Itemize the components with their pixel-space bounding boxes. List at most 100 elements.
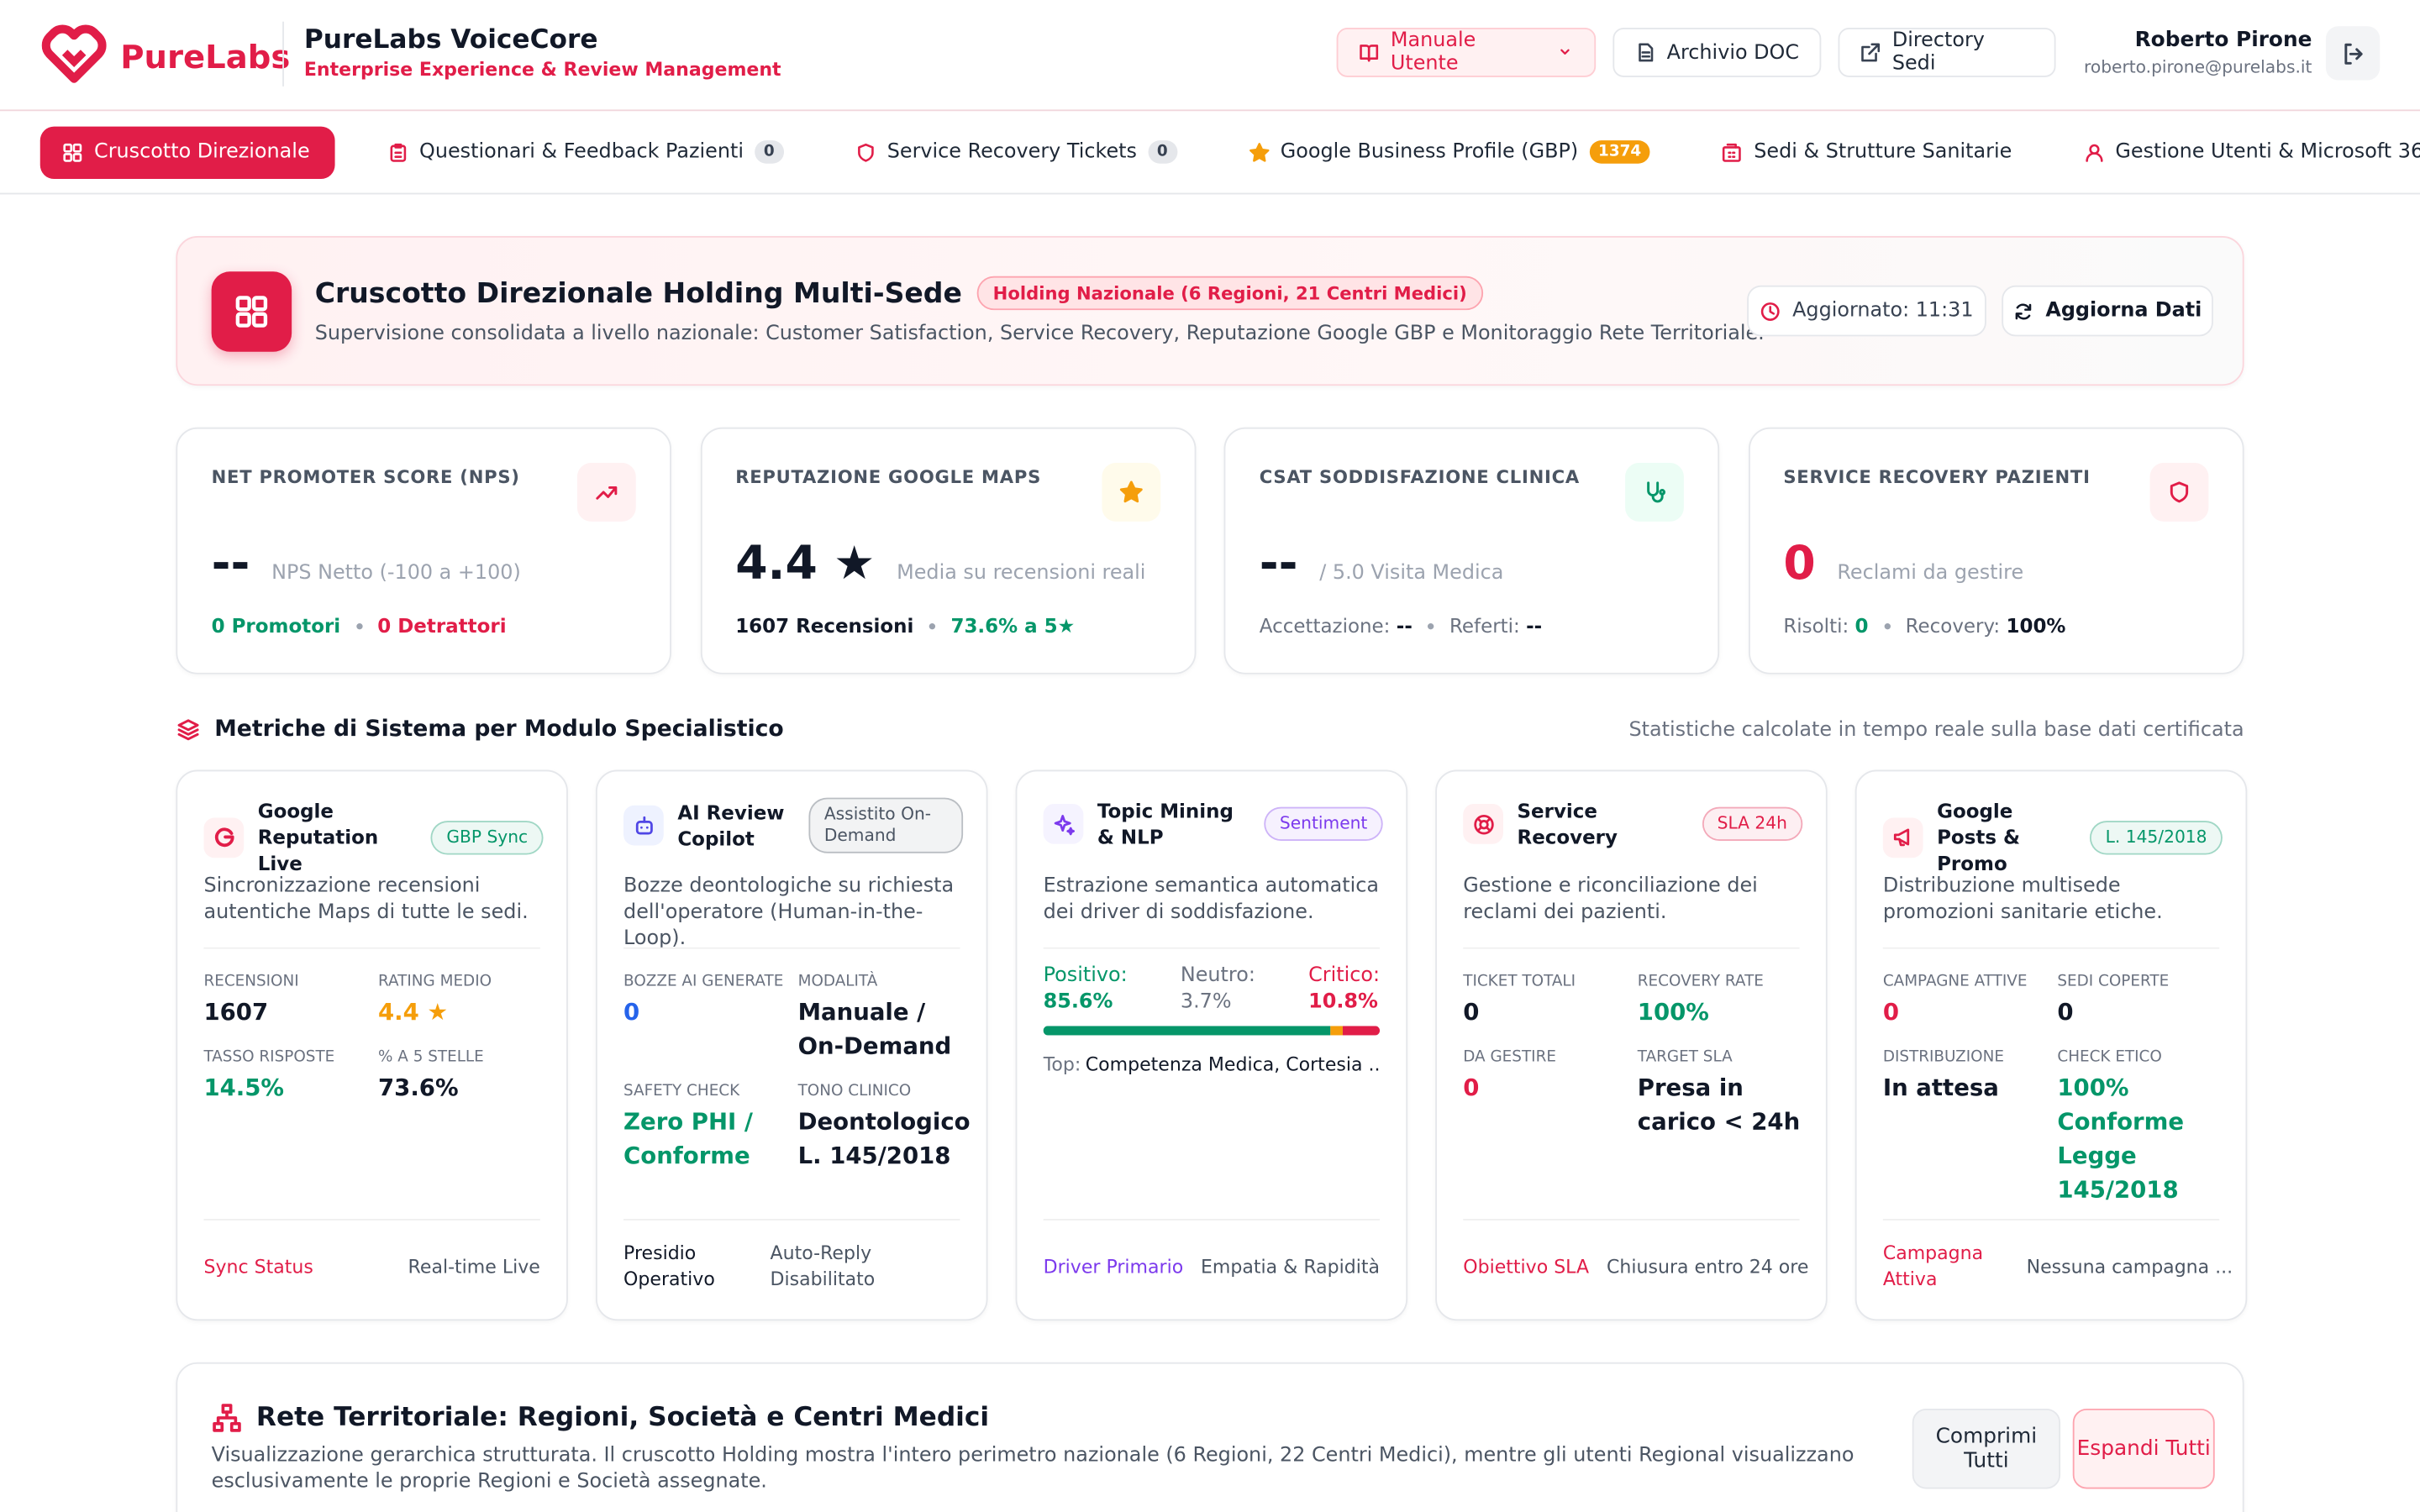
tab-badge: 0	[754, 140, 784, 164]
kpi-value-row: 4.4 ★ Media su recensioni reali	[735, 537, 1145, 591]
module-divider	[1463, 947, 1800, 949]
user-email: roberto.pirone@purelabs.it	[2083, 56, 2312, 77]
collapse-button[interactable]: Comprimi Tutti	[1912, 1408, 2061, 1489]
banner-icon	[211, 271, 292, 352]
footer-divider	[623, 1219, 960, 1221]
tab-icon	[61, 141, 83, 163]
tab-icon	[855, 141, 876, 163]
tab-icon	[1722, 141, 1744, 163]
header-button[interactable]: Archivio DOC	[1612, 28, 1822, 77]
module-glyph	[632, 814, 655, 837]
kpi-value-row: -- / 5.0 Visita Medica	[1260, 537, 1504, 591]
kpi-footer-item: 73.6% a 5★	[950, 614, 1075, 638]
banner-title: Cruscotto Direzionale Holding Multi-Sede	[314, 276, 962, 310]
module-title: Google Reputation Live	[257, 799, 379, 875]
sentiment-value: 3.7%	[1180, 990, 1232, 1014]
kpi-footer-value: 0 Promotori	[211, 614, 341, 638]
metrics-grid: RECENSIONI 1607 RATING MEDIO 4.4 ★ TASSO RIS…	[203, 969, 543, 1105]
kpi-footer-value: 100%	[2006, 614, 2066, 638]
kpi-label: REPUTAZIONE GOOGLE MAPS	[735, 465, 1042, 488]
header-button[interactable]: Directory Sedi	[1838, 28, 2056, 77]
footer-value: Real-time Live	[408, 1255, 540, 1277]
module-card: Topic Mining & NLP Sentiment Estrazione se…	[1015, 769, 1408, 1321]
metric-label: SEDI COPERTE	[2057, 973, 2170, 991]
section-icon	[176, 717, 200, 742]
nav-tab[interactable]: Questionari & Feedback Pazienti 0	[368, 126, 802, 178]
metric-value: 0	[2057, 998, 2074, 1026]
footer-divider	[1882, 1219, 2220, 1221]
tab-label: Google Business Profile (GBP)	[1280, 140, 1579, 164]
module-glyph	[1891, 826, 1915, 849]
territory-description: Visualizzazione gerarchica strutturata. …	[211, 1444, 1854, 1494]
metric-label: CHECK ETICO	[2057, 1048, 2162, 1067]
tab-label: Cruscotto Direzionale	[94, 140, 310, 164]
footer-label: Obiettivo SLA	[1463, 1255, 1590, 1277]
metric-label: TARGET SLA	[1637, 1048, 1733, 1067]
button-label: Archivio DOC	[1666, 40, 1800, 65]
metric-label: RECOVERY RATE	[1637, 973, 1764, 991]
nav-tab[interactable]: Google Business Profile (GBP) 1374	[1229, 126, 1669, 178]
refresh-button[interactable]: Aggiorna Dati	[2002, 285, 2213, 337]
module-footer: Sync Status Real-time Live	[203, 1239, 539, 1294]
header-button[interactable]: Manuale Utente	[1336, 28, 1597, 77]
kpi-value-row: 0 Reclami da gestire	[1783, 537, 2023, 591]
nav-bar: Cruscotto Direzionale Questionari & Feedb…	[0, 111, 2420, 195]
footer-label: Sync Status	[203, 1255, 313, 1277]
clock-icon	[1760, 300, 1782, 322]
footer-value: Empatia & Rapidità	[1200, 1255, 1381, 1277]
kpi-label: CSAT SODDISFAZIONE CLINICA	[1259, 465, 1580, 488]
metrics-grid: CAMPAGNE ATTIVE 0 SEDI COPERTE 0 DISTRIBUZIO…	[1883, 969, 2223, 1206]
kpi-footer-value: 0 Detrattori	[377, 614, 507, 638]
footer-value: Nessuna campagna ...	[2026, 1255, 2233, 1277]
refresh-icon	[2013, 300, 2035, 322]
kpi-footer-label: Risolti:	[1783, 614, 1849, 638]
kpi-footer-item: Referti: --	[1449, 614, 1542, 638]
kpi-unit: Reclami da gestire	[1837, 561, 2024, 585]
metric: CHECK ETICO 100% Conforme Legge 145/2018	[2057, 1044, 2223, 1206]
nav-tab[interactable]: Gestione Utenti & Microsoft 365	[2065, 126, 2420, 178]
kpi-label: SERVICE RECOVERY PAZIENTI	[1783, 465, 2091, 488]
kpi-footer-value: 0	[1854, 614, 1869, 638]
metric-value: 73.6%	[378, 1074, 459, 1102]
updated-label: Aggiornato: 11:31	[1792, 299, 1974, 323]
kpi-footer-label: Accettazione:	[1259, 614, 1391, 638]
metric-label: SAFETY CHECK	[623, 1083, 740, 1100]
sentiment-segment	[1043, 1026, 1332, 1036]
sentiment-bar	[1043, 1026, 1381, 1036]
expand-button[interactable]: Espandi Tutti	[2072, 1408, 2215, 1489]
logout-button[interactable]	[2325, 26, 2381, 81]
separator-dot	[355, 622, 362, 629]
metric-label: MODALITÀ	[797, 973, 878, 991]
footer-divider	[203, 1219, 540, 1221]
module-header: Google Reputation Live GBP Sync	[203, 798, 544, 877]
module-tag: Assistito On-Demand	[808, 797, 964, 853]
kpi-unit: Media su recensioni reali	[897, 561, 1146, 585]
module-header: Service Recovery SLA 24h	[1463, 798, 1803, 850]
nav-tab[interactable]: Service Recovery Tickets 0	[836, 126, 1196, 178]
logo-text: PureLabs	[120, 38, 291, 76]
nav-tab[interactable]: Sedi & Strutture Sanitarie	[1703, 126, 2031, 178]
metric-value: 100%	[1637, 998, 1709, 1026]
logout-icon	[2340, 41, 2365, 66]
module-title: Service Recovery	[1517, 799, 1618, 849]
tab-icon	[2083, 141, 2105, 163]
module-title: AI Review Copilot	[677, 801, 785, 851]
kpi-glyph	[2166, 480, 2191, 504]
footer-label: Presidio Operativo	[623, 1242, 715, 1290]
banner-description: Supervisione consolidata a livello nazio…	[314, 322, 1765, 346]
button-icon	[1634, 42, 1656, 64]
logo: PureLabs	[41, 24, 291, 89]
sentiment-item: Positivo: 85.6%	[1044, 963, 1128, 1015]
metric-value: 4.4 ★	[378, 998, 449, 1026]
metric-value: Manuale / On-Demand	[797, 998, 952, 1060]
kpi-value: 4.4 ★	[735, 537, 876, 591]
footer-divider	[1043, 1219, 1381, 1221]
divider	[282, 21, 284, 87]
banner-tag: Holding Nazionale (6 Regioni, 21 Centri …	[977, 276, 1483, 311]
nav-tab[interactable]: Cruscotto Direzionale	[39, 125, 335, 179]
metric: SAFETY CHECK Zero PHI / Conforme	[623, 1079, 798, 1173]
kpi-icon	[1625, 463, 1684, 522]
metric-label: TONO CLINICO	[797, 1083, 912, 1100]
metric-label: DISTRIBUZIONE	[1882, 1048, 2004, 1067]
metric: CAMPAGNE ATTIVE 0	[1883, 969, 2058, 1029]
